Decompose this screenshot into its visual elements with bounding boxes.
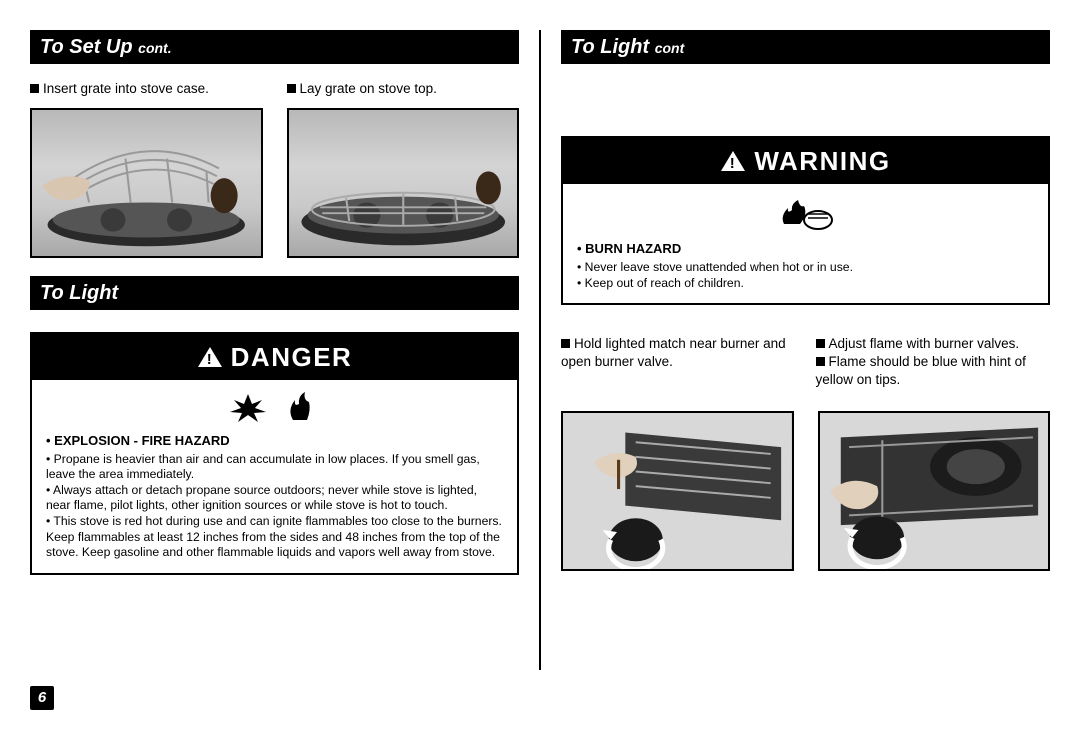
warning-box: ! WARNING • BURN HAZARD • Never leave st… [561,136,1050,305]
light-cont-sub: cont [655,40,685,56]
danger-line-2: • Always attach or detach propane source… [46,483,503,514]
warning-title: • BURN HAZARD [563,241,1048,260]
setup-header-cont: cont. [138,40,171,56]
warning-label: WARNING [754,146,890,176]
step2-label: Lay grate on stove top. [287,80,520,98]
setup-steps: Insert grate into stove case. [30,80,519,258]
svg-text:!: ! [730,155,737,172]
light-photos [561,411,1050,571]
step4-photo [818,411,1051,571]
column-divider [539,30,541,670]
bullet-icon [816,339,825,348]
danger-line-1: • Propane is heavier than air and can ac… [46,452,503,483]
step4-label: Adjust flame with burner valves. Flame s… [816,335,1051,388]
bullet-icon [30,84,39,93]
setup-step-2: Lay grate on stove top. [287,80,520,258]
light-header: To Light [30,276,519,310]
danger-title: • EXPLOSION - FIRE HAZARD [32,433,517,452]
left-column: To Set Up cont. Insert grate into stove … [30,30,519,685]
fire-icon [281,390,321,424]
danger-label: DANGER [231,342,353,372]
light-cont-main: To Light [571,36,649,58]
step3-photo [561,411,794,571]
page-number: 6 [30,686,54,710]
step2-text: Lay grate on stove top. [300,81,437,96]
danger-line-3: • This stove is red hot during use and c… [46,514,503,561]
step3-text: Hold lighted match near burner and open … [561,336,786,369]
step1-text: Insert grate into stove case. [43,81,209,96]
warning-triangle-icon: ! [720,150,746,172]
right-column: To Light cont ! WARNING • BURN HAZARD [561,30,1050,685]
step4b-text: Flame should be blue with hint of yellow… [816,354,1026,387]
danger-body: • Propane is heavier than air and can ac… [32,452,517,573]
bullet-icon [816,357,825,366]
setup-header-main: To Set Up [40,36,133,58]
warning-line-1: • Never leave stove unattended when hot … [577,260,1034,276]
spacer [561,80,1050,130]
step1-photo [30,108,263,258]
hazard-icons [32,380,517,433]
step4a-text: Adjust flame with burner valves. [829,336,1020,351]
warning-line-2: • Keep out of reach of children. [577,276,1034,292]
light-step-3: Hold lighted match near burner and open … [561,335,796,388]
light-step-4: Adjust flame with burner valves. Flame s… [816,335,1051,388]
explosion-icon [228,390,268,424]
light-header-text: To Light [40,282,118,304]
danger-box: ! DANGER • EXPLOSION - FIRE HAZARD • Pro… [30,332,519,575]
burn-icons [563,184,1048,241]
danger-head: ! DANGER [32,334,517,380]
setup-step-1: Insert grate into stove case. [30,80,263,258]
step1-label: Insert grate into stove case. [30,80,263,98]
bullet-icon [561,339,570,348]
light-cont-header: To Light cont [561,30,1050,64]
svg-text:!: ! [206,351,213,368]
burn-hand-icon [778,194,834,232]
bullet-icon [287,84,296,93]
warning-body: • Never leave stove unattended when hot … [563,260,1048,303]
manual-page: To Set Up cont. Insert grate into stove … [30,30,1050,685]
light-steps: Hold lighted match near burner and open … [561,335,1050,388]
warning-head: ! WARNING [563,138,1048,184]
step2-photo [287,108,520,258]
step3-label: Hold lighted match near burner and open … [561,335,796,371]
warning-triangle-icon: ! [197,346,223,368]
setup-header: To Set Up cont. [30,30,519,64]
